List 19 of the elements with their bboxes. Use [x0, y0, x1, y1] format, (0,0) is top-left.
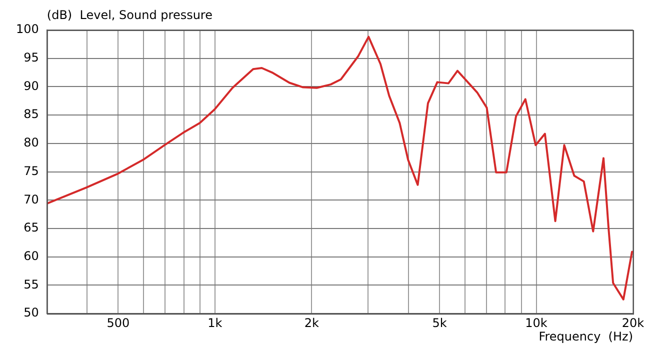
x-tick-label: 20k	[622, 316, 644, 330]
x-axis-title: Frequency (Hz)	[538, 330, 633, 344]
y-tick-label: 100	[16, 22, 39, 36]
y-tick-label: 65	[24, 220, 39, 235]
y-tick-label: 95	[24, 50, 39, 64]
y-tick-label: 75	[24, 164, 39, 178]
y-tick-label: 50	[24, 306, 39, 320]
y-tick-label: 85	[24, 107, 39, 122]
x-tick-label: 1k	[208, 316, 222, 330]
y-tick-label: 70	[24, 192, 39, 206]
y-tick-label: 90	[24, 78, 39, 93]
y-tick-label: 55	[24, 277, 39, 292]
x-tick-label: 500	[106, 316, 130, 330]
x-tick-label: 2k	[304, 316, 319, 330]
y-axis-title: (dB) Level, Sound pressure	[46, 8, 212, 22]
y-tick-label: 60	[24, 249, 39, 264]
y-tick-label: 80	[24, 136, 39, 150]
x-tick-label: 10k	[525, 316, 548, 330]
x-tick-label: 5k	[432, 316, 447, 330]
